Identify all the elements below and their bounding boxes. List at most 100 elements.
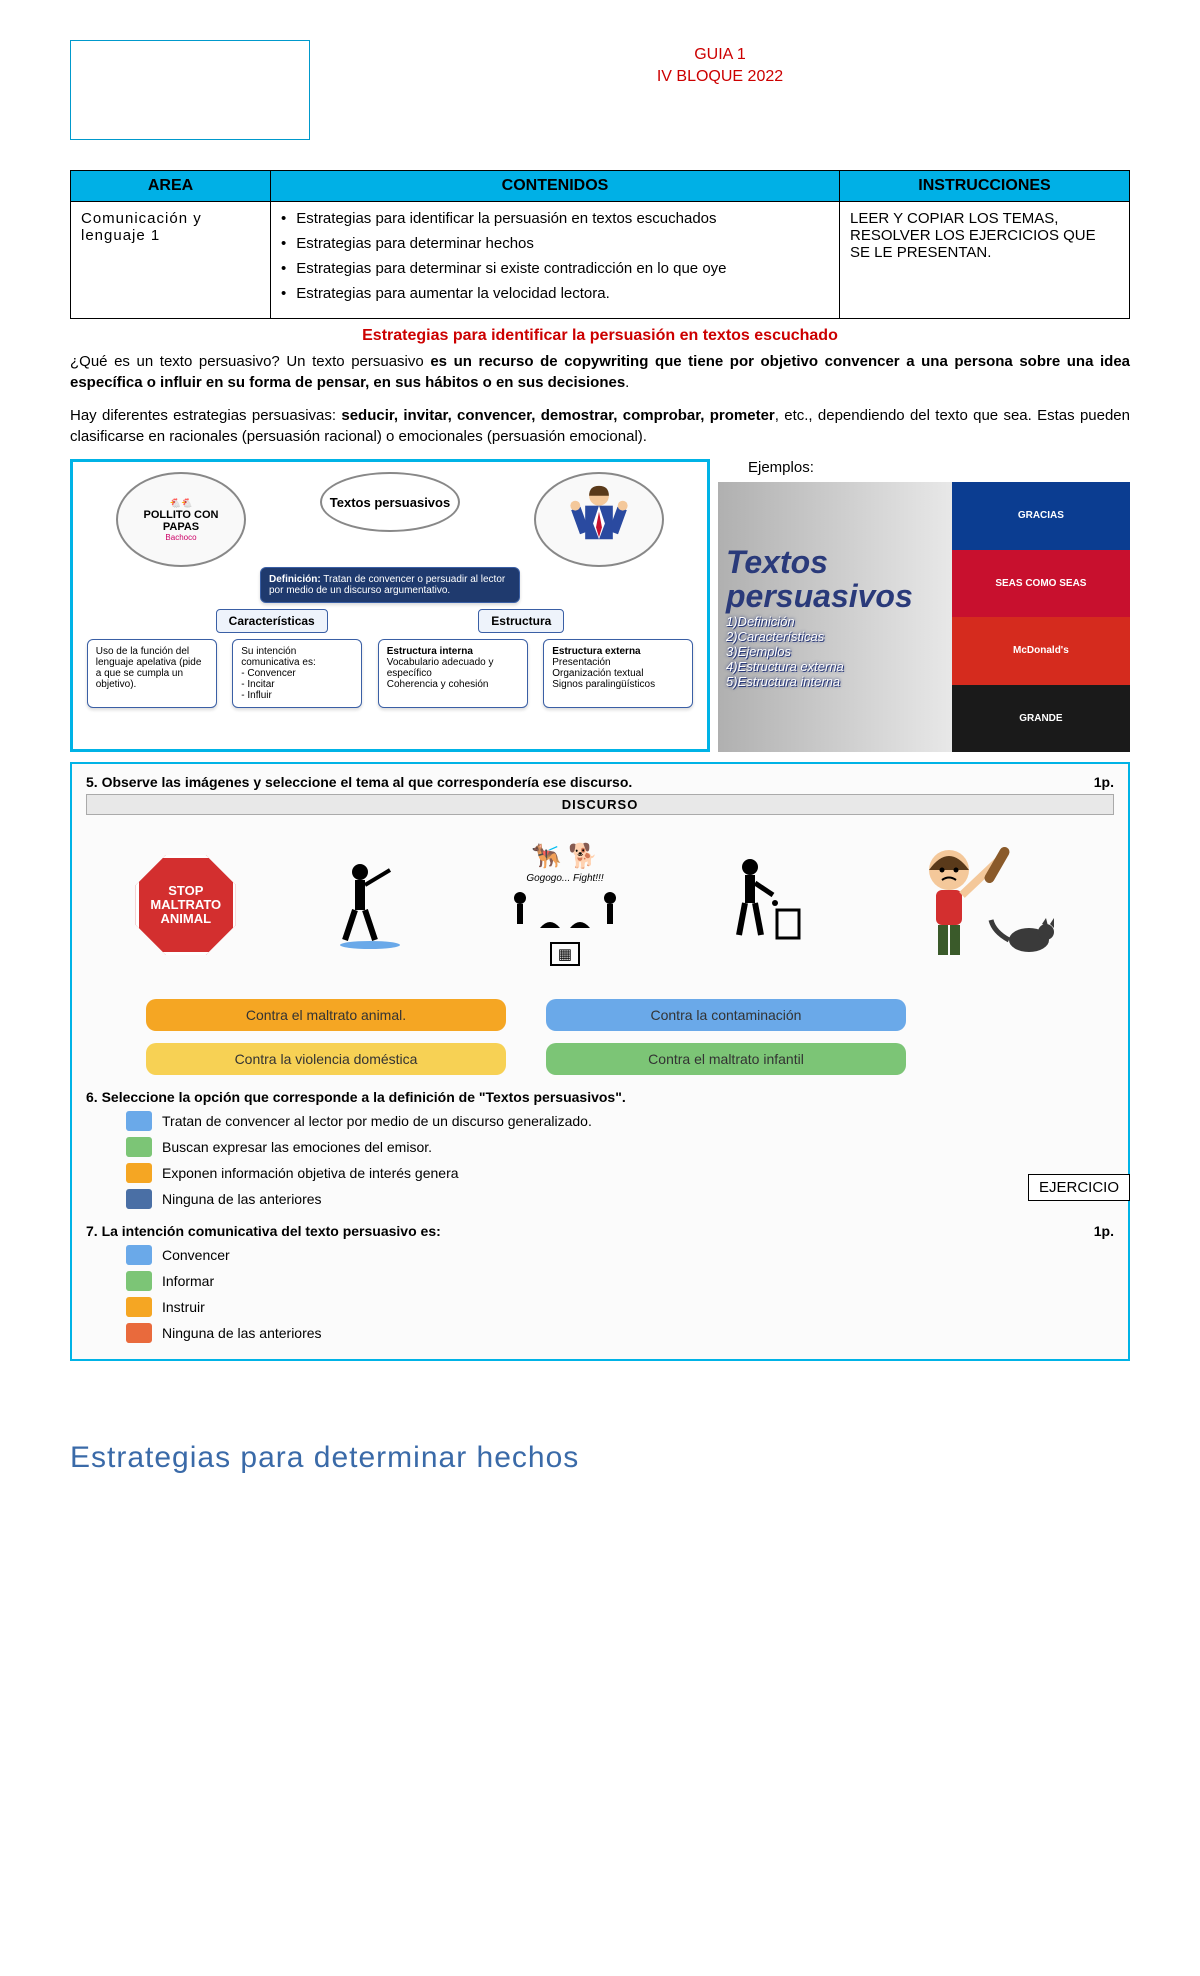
ejemplos-label: Ejemplos: [748,459,1130,476]
q5-option[interactable]: Contra el maltrato infantil [546,1043,906,1075]
q5-option[interactable]: Contra la violencia doméstica [146,1043,506,1075]
stop-l3: ANIMAL [161,912,212,926]
contenido-item: Estrategias para determinar hechos [281,235,829,252]
content-table: AREA CONTENIDOS INSTRUCCIONES Comunicaci… [70,170,1130,319]
def-label: Definición: [269,574,321,585]
color-swatch [126,1137,152,1157]
q7-title: 7. La intención comunicativa del texto p… [86,1223,1114,1239]
collage-list: 1)Definición 2)Características 3)Ejemplo… [726,614,944,689]
color-swatch [126,1297,152,1317]
color-swatch [126,1323,152,1343]
q6-block: 6. Seleccione la opción que corresponde … [86,1089,1114,1209]
q6-text: 6. Seleccione la opción que corresponde … [86,1089,626,1105]
collage-item: 4)Estructura externa [726,659,944,674]
center-oval-text: Textos persuasivos [330,495,450,510]
center-oval: Textos persuasivos [320,472,460,532]
p2-bold: seducir, invitar, convencer, demostrar, … [341,407,774,424]
logo-placeholder [70,40,310,140]
box4-title: Estructura externa [552,646,640,657]
ad-oval-brand: Bachoco [165,533,196,542]
p1-tail: . [625,374,629,391]
q7-block: 7. La intención comunicativa del texto p… [86,1223,1114,1343]
definicion-box: Definición: Tratan de convencer o persua… [260,567,520,603]
color-swatch [126,1245,152,1265]
cage-icon: ▦ [550,942,580,966]
section-subtitle: Estrategias para identificar la persuasi… [70,327,1130,345]
box-est-externa: Estructura externa Presentación Organiza… [543,639,693,708]
box-uso: Uso de la función del lenguaje apelativa… [87,639,217,708]
q5-options: Contra el maltrato animal. Contra la con… [146,999,1054,1075]
q6-option-text: Tratan de convencer al lector por medio … [162,1113,592,1129]
collage-title1: Textos [726,546,944,578]
contenidos-cell: Estrategias para identificar la persuasi… [271,202,840,319]
ejercicio-tag: EJERCICIO [1028,1174,1130,1201]
contenido-item: Estrategias para determinar si existe co… [281,260,829,277]
q6-title: 6. Seleccione la opción que corresponde … [86,1089,1114,1105]
q5-option[interactable]: Contra el maltrato animal. [146,999,506,1031]
collage-item: 3)Ejemplos [726,644,944,659]
collage-text-panel: Textos persuasivos 1)Definición 2)Caract… [718,482,952,752]
ad-tile: McDonald's [952,617,1130,685]
littering-silhouette-icon [725,855,805,955]
ad-oval-left: 🐔🐔 POLLITO CON PAPAS Bachoco [116,472,246,567]
contenido-item: Estrategias para aumentar la velocidad l… [281,285,829,302]
box2-items: - Convencer - Incitar - Influir [241,668,353,701]
stop-l2: MALTRATO [150,898,221,912]
ejemplos-column: Ejemplos: Textos persuasivos 1)Definició… [718,459,1130,752]
businessman-icon [569,480,629,559]
header-row: GUIA 1 IV BLOQUE 2022 [70,40,1130,140]
q5-text: 5. Observe las imágenes y seleccione el … [86,774,632,790]
ad-oval-text: POLLITO CON PAPAS [124,509,238,533]
q7-option[interactable]: Instruir [126,1297,1114,1317]
q7-points: 1p. [1094,1223,1114,1239]
picto-hunter [335,860,405,950]
q7-option[interactable]: Informar [126,1271,1114,1291]
paragraph-2: Hay diferentes estrategias persuasivas: … [70,405,1130,447]
ad-tile: SEAS COMO SEAS [952,550,1130,618]
q7-option[interactable]: Ninguna de las anteriores [126,1323,1114,1343]
pictogram-row: STOP MALTRATO ANIMAL 🐕‍🦺 🐕 Gogogo... Fig… [86,825,1114,985]
color-swatch [126,1189,152,1209]
box-est-interna: Estructura interna Vocabulario adecuado … [378,639,528,708]
q6-option-text: Ninguna de las anteriores [162,1191,322,1207]
diagram-row: 🐔🐔 POLLITO CON PAPAS Bachoco Textos pers… [70,459,1130,752]
q6-option[interactable]: Buscan expresar las emociones del emisor… [126,1137,1114,1157]
q6-option[interactable]: Ninguna de las anteriores [126,1189,1114,1209]
p2-a: Hay diferentes estrategias persuasivas: [70,407,341,424]
dogfight-silhouette-icon [505,888,625,938]
picto-child-abuse [904,840,1064,970]
q7-option-text: Convencer [162,1247,230,1263]
ad-tile: GRANDE [952,685,1130,753]
stop-l1: STOP [168,884,203,898]
q5-header: 5. Observe las imágenes y seleccione el … [86,774,1114,790]
th-instrucciones: INSTRUCCIONES [840,171,1130,202]
th-area: AREA [71,171,271,202]
q6-option[interactable]: Tratan de convencer al lector por medio … [126,1111,1114,1131]
box4-body: Presentación Organización textual Signos… [552,657,684,690]
q7-option[interactable]: Convencer [126,1245,1114,1265]
th-contenidos: CONTENIDOS [271,171,840,202]
color-swatch [126,1163,152,1183]
stop-sign: STOP MALTRATO ANIMAL [136,855,236,955]
hunter-silhouette-icon [335,860,405,950]
bottom-section-title: Estrategias para determinar hechos [70,1441,1130,1475]
q6-option-text: Exponen información objetiva de interés … [162,1165,459,1181]
instrucciones-cell: LEER Y COPIAR LOS TEMAS, RESOLVER LOS EJ… [840,202,1130,319]
title-line2: IV BLOQUE 2022 [310,66,1130,88]
paragraph-1: ¿Qué es un texto persuasivo? Un texto pe… [70,351,1130,393]
estructura-banner: Estructura [478,609,564,633]
color-swatch [126,1271,152,1291]
q6-option[interactable]: Exponen información objetiva de interés … [126,1163,1114,1183]
doc-title: GUIA 1 IV BLOQUE 2022 [310,40,1130,89]
box3-title: Estructura interna [387,646,473,657]
q7-text: 7. La intención comunicativa del texto p… [86,1223,441,1239]
collage-item: 1)Definición [726,614,944,629]
exercise-block: 5. Observe las imágenes y seleccione el … [70,762,1130,1361]
fight-text: Fight!!! [573,873,604,884]
q5-option[interactable]: Contra la contaminación [546,999,906,1031]
collage-item: 5)Estructura interna [726,674,944,689]
color-swatch [126,1111,152,1131]
collage-title2: persuasivos [726,580,944,612]
picto-dogfight: 🐕‍🦺 🐕 Gogogo... Fight!!! ▦ [505,845,625,966]
q5-points: 1p. [1094,774,1114,790]
